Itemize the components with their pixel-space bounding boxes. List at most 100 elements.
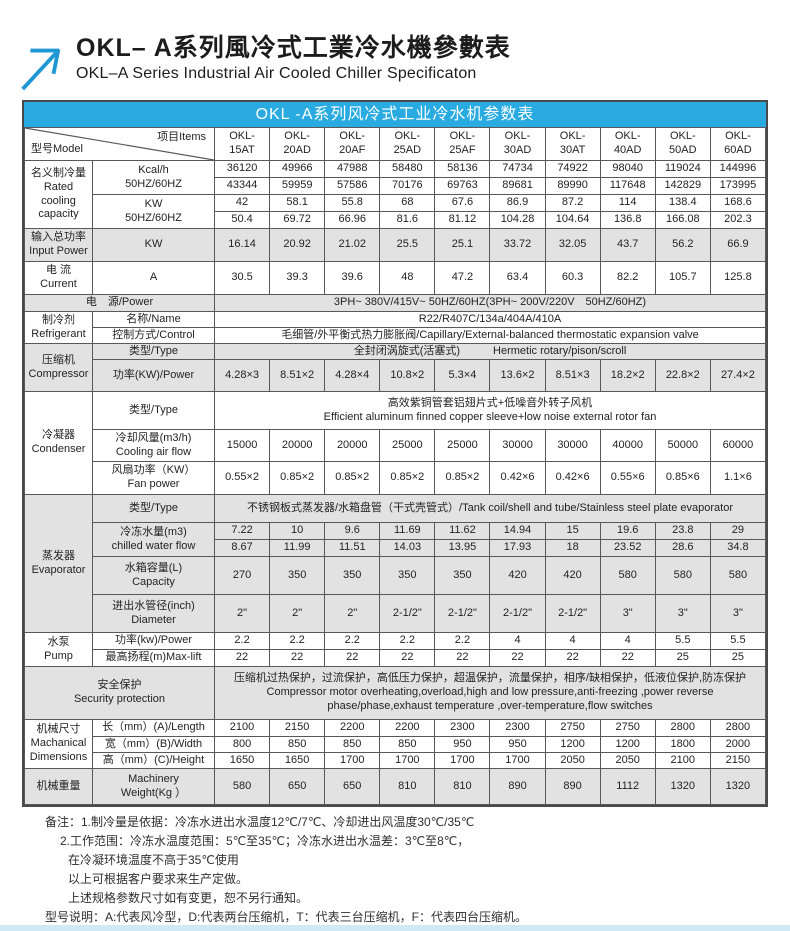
value-cell: 98040 xyxy=(599,160,656,178)
value-cell: 3" xyxy=(709,594,767,633)
value-cell: 2300 xyxy=(434,719,491,737)
row-label: 宽（mm）(B)/Width xyxy=(92,736,215,753)
value-cell: 1.1×6 xyxy=(709,461,767,495)
value-cell: 2-1/2" xyxy=(544,594,601,633)
value-cell: 2150 xyxy=(269,719,326,737)
value-cell: 14.94 xyxy=(489,522,546,540)
value-cell: 420 xyxy=(544,556,601,595)
value-cell: 22 xyxy=(489,649,546,667)
note-line: 备注：1.制冷量是依据：冷冻水进出水温度12℃/7℃、冷却进出风温度30℃/35… xyxy=(45,815,475,829)
value-cell: 32.05 xyxy=(544,228,601,262)
value-cell: 10 xyxy=(269,522,326,540)
value-cell: 47988 xyxy=(324,160,381,178)
note-line: 型号说明：A:代表风冷型，D:代表两台压缩机，T：代表三台压缩机，F：代表四台压… xyxy=(45,910,528,924)
value-cell: 2.2 xyxy=(213,632,271,650)
corner-items-label: 项目Items xyxy=(157,131,206,143)
note-line: 2.工作范围：冷冻水温度范围：5℃至35℃；冷冻水进出水温差：3℃至8℃， xyxy=(60,834,470,848)
value-cell: 950 xyxy=(489,736,546,753)
value-cell: 2-1/2" xyxy=(379,594,436,633)
value-cell: 25.1 xyxy=(434,228,491,262)
value-cell: 350 xyxy=(324,556,381,595)
value-cell: 2.2 xyxy=(269,632,326,650)
section-label: 机械重量 xyxy=(24,768,93,805)
value-cell: 2" xyxy=(324,594,381,633)
value-cell: 86.9 xyxy=(489,194,546,212)
value-cell: 11.51 xyxy=(324,539,381,557)
value-cell: 81.12 xyxy=(434,211,491,229)
value-cell: 168.6 xyxy=(709,194,767,212)
value-cell: 2" xyxy=(213,594,271,633)
merged-value-cell: R22/R407C/134a/404A/410A xyxy=(214,311,766,328)
value-cell: 2100 xyxy=(654,752,711,769)
value-cell: 68 xyxy=(379,194,436,212)
value-cell: 21.02 xyxy=(324,228,381,262)
value-cell: 119024 xyxy=(654,160,711,178)
section-label: 电 流 Current xyxy=(24,261,93,295)
value-cell: 55.8 xyxy=(324,194,381,212)
value-cell: 25 xyxy=(654,649,711,667)
value-cell: 1320 xyxy=(654,768,711,805)
value-cell: 57586 xyxy=(324,177,381,195)
value-cell: 13.95 xyxy=(434,539,491,557)
note-line: 在冷凝环境温度不高于35℃使用 xyxy=(68,853,239,867)
value-cell: 19.6 xyxy=(599,522,656,540)
value-cell: 22.8×2 xyxy=(654,359,711,392)
model-column-header: OKL- 15AT xyxy=(213,127,271,161)
note-line: 以上可根据客户要求来生产定做。 xyxy=(68,872,249,886)
value-cell: 2000 xyxy=(709,736,767,753)
value-cell: 650 xyxy=(269,768,326,805)
value-cell: 890 xyxy=(544,768,601,805)
value-cell: 1650 xyxy=(269,752,326,769)
value-cell: 350 xyxy=(379,556,436,595)
model-column-header: OKL- 25AF xyxy=(434,127,491,161)
value-cell: 1700 xyxy=(489,752,546,769)
value-cell: 1700 xyxy=(379,752,436,769)
value-cell: 1700 xyxy=(324,752,381,769)
bottom-accent-strip xyxy=(0,925,790,931)
value-cell: 25 xyxy=(709,649,767,667)
value-cell: 1320 xyxy=(709,768,767,805)
value-cell: 22 xyxy=(269,649,326,667)
value-cell: 5.5 xyxy=(709,632,767,650)
value-cell: 144996 xyxy=(709,160,767,178)
row-label: 冷冻水量(m3) chilled water flow xyxy=(92,522,215,557)
value-cell: 0.85×2 xyxy=(269,461,326,495)
value-cell: 22 xyxy=(434,649,491,667)
value-cell: 105.7 xyxy=(654,261,711,295)
value-cell: 43344 xyxy=(213,177,271,195)
value-cell: 136.8 xyxy=(599,211,656,229)
value-cell: 2-1/2" xyxy=(434,594,491,633)
value-cell: 66.96 xyxy=(324,211,381,229)
section-label: 制冷剂 Refrigerant xyxy=(24,311,93,344)
value-cell: 0.42×6 xyxy=(544,461,601,495)
model-column-header: OKL- 30AD xyxy=(489,127,546,161)
value-cell: 15 xyxy=(544,522,601,540)
value-cell: 270 xyxy=(213,556,271,595)
value-cell: 4 xyxy=(489,632,546,650)
value-cell: 23.8 xyxy=(654,522,711,540)
value-cell: 138.4 xyxy=(654,194,711,212)
value-cell: 580 xyxy=(654,556,711,595)
value-cell: 0.85×2 xyxy=(434,461,491,495)
model-column-header: OKL- 40AD xyxy=(599,127,656,161)
model-column-header: OKL- 60AD xyxy=(709,127,767,161)
row-label: 长（mm）(A)/Length xyxy=(92,719,215,737)
value-cell: 1112 xyxy=(599,768,656,805)
value-cell: 42 xyxy=(213,194,271,212)
merged-value-cell: 毛细管/外平衡式热力膨胀阀/Capillary/External-balance… xyxy=(214,327,766,344)
value-cell: 1650 xyxy=(213,752,271,769)
value-cell: 8.67 xyxy=(213,539,271,557)
section-label: 名义制冷量 Rated cooling capacity xyxy=(24,160,93,229)
merged-value-cell: 高效紫铜管套铝翅片式+低噪音外转子风机 Efficient aluminum fi… xyxy=(214,391,766,430)
value-cell: 350 xyxy=(434,556,491,595)
row-label: Kcal/h 50HZ/60HZ xyxy=(92,160,215,195)
value-cell: 48 xyxy=(379,261,436,295)
value-cell: 89990 xyxy=(544,177,601,195)
value-cell: 850 xyxy=(324,736,381,753)
row-label: Machinery Weight(Kg ） xyxy=(92,768,215,805)
value-cell: 17.93 xyxy=(489,539,546,557)
value-cell: 11.62 xyxy=(434,522,491,540)
value-cell: 850 xyxy=(379,736,436,753)
value-cell: 14.03 xyxy=(379,539,436,557)
value-cell: 0.85×2 xyxy=(379,461,436,495)
